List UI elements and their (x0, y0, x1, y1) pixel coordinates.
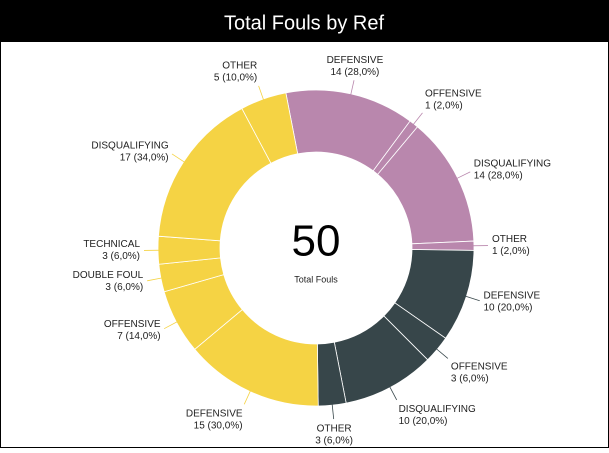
slice-value-label: 5 (10,0%) (214, 73, 257, 84)
slice-label: DISQUALIFYING (399, 404, 476, 415)
slice-label: DISQUALIFYING (474, 159, 551, 170)
center-label: Total Fouls (294, 274, 338, 284)
slice-label: DEFENSIVE (327, 55, 384, 66)
slice-label: DEFENSIVE (484, 291, 541, 302)
slice-label: OTHER (317, 424, 352, 435)
slice-value-label: 10 (20,0%) (484, 303, 533, 314)
slice-label: OFFENSIVE (425, 88, 482, 99)
slice-value-label: 1 (2,0%) (492, 246, 530, 257)
slice-label: TECHNICAL (83, 239, 140, 250)
slice-value-label: 3 (6,0%) (102, 251, 140, 262)
slice-value-label: 3 (6,0%) (315, 436, 353, 447)
slice-label: DEFENSIVE (186, 409, 243, 420)
slice-value-label: 14 (28,0%) (330, 67, 379, 78)
center-value: 50 (292, 217, 341, 266)
slice-value-label: 14 (28,0%) (474, 171, 523, 182)
slice-value-label: 3 (6,0%) (105, 282, 143, 293)
slice-label: OTHER (492, 234, 527, 245)
slice-label: DOUBLE FOUL (73, 270, 144, 281)
slice-label: OFFENSIVE (451, 362, 508, 373)
slice-value-label: 3 (6,0%) (451, 374, 489, 385)
slice-value-label: 15 (30,0%) (194, 421, 243, 432)
slice-value-label: 10 (20,0%) (399, 416, 448, 427)
slice-value-label: 1 (2,0%) (425, 100, 463, 111)
slice-label: OFFENSIVE (104, 319, 161, 330)
slice-label: OTHER (222, 61, 257, 72)
slice-value-label: 7 (14,0%) (117, 331, 160, 342)
slice-label: DISQUALIFYING (91, 140, 168, 151)
slice-value-label: 17 (34,0%) (120, 152, 169, 163)
chart-title: Total Fouls by Ref (224, 12, 385, 34)
